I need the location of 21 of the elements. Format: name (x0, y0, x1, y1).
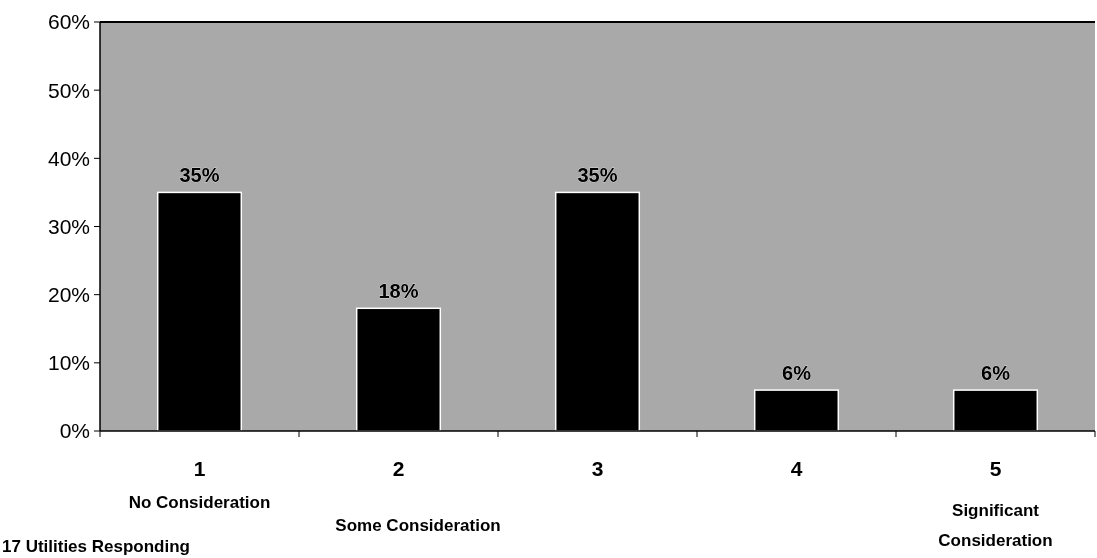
text: No Consideration (128, 493, 271, 512)
data-label: 35% (577, 164, 618, 187)
x-tick-label: 2 (392, 457, 405, 480)
y-tick-label: 30% (47, 214, 90, 238)
x-tick-label: 3 (591, 457, 604, 480)
text: Significant Consideration (938, 501, 1053, 550)
x-tick-label: 5 (989, 457, 1002, 480)
y-tick-label: 10% (47, 351, 90, 375)
y-tick-label: 20% (47, 283, 90, 307)
y-tick-label: 60% (47, 10, 90, 34)
text: 17 Utilities Responding (2, 537, 190, 556)
y-tick-label: 50% (47, 78, 90, 102)
data-label: 6% (782, 362, 812, 385)
y-tick-label: 0% (59, 419, 90, 443)
data-label: 6% (981, 362, 1011, 385)
y-tick-label: 40% (47, 146, 90, 170)
data-label: 18% (378, 280, 419, 303)
x-tick-label: 1 (193, 457, 206, 480)
data-label: 35% (179, 164, 220, 187)
text: Some Consideration (335, 516, 501, 535)
x-tick-label: 4 (790, 457, 803, 480)
